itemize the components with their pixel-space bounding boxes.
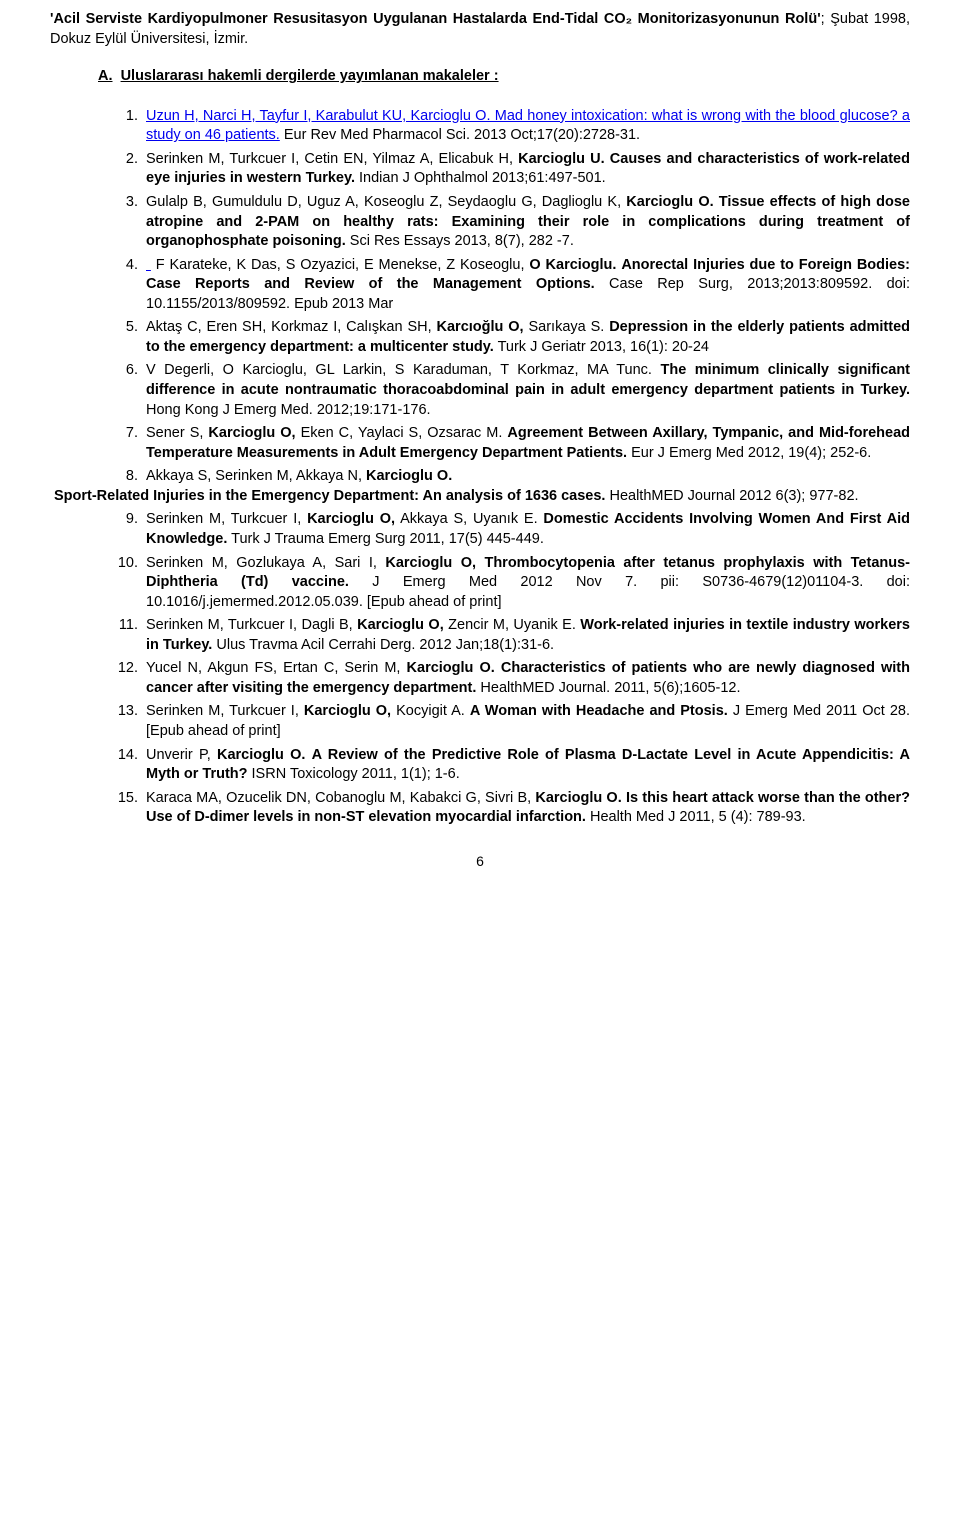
reference-author-bold: O Karcioglu. xyxy=(529,257,616,273)
reference-item: F Karateke, K Das, S Ozyazici, E Menekse… xyxy=(142,256,910,315)
section-heading-text: Uluslararası hakemli dergilerde yayımlan… xyxy=(121,68,499,84)
reference-item: Serinken M, Gozlukaya A, Sari I, Karciog… xyxy=(142,554,910,613)
reference-tail: Eur J Emerg Med 2012, 19(4); 252-6. xyxy=(627,445,871,461)
reference-item: Serinken M, Turkcuer I, Karcioglu O, Akk… xyxy=(142,510,910,549)
reference-tail: ISRN Toxicology 2011, 1(1); 1-6. xyxy=(248,766,460,782)
reference-title-bold: Sport-Related Injuries in the Emergency … xyxy=(54,488,605,504)
reference-item: Gulalp B, Gumuldulu D, Uguz A, Koseoglu … xyxy=(142,193,910,252)
reference-item: V Degerli, O Karcioglu, GL Larkin, S Kar… xyxy=(142,361,910,420)
reference-title-bold: A Woman with Headache and Ptosis. xyxy=(470,703,728,719)
thesis-title-bold: 'Acil Serviste Kardiyopulmoner Resusitas… xyxy=(50,11,821,27)
reference-authors: Gulalp B, Gumuldulu D, Uguz A, Koseoglu … xyxy=(146,194,626,210)
reference-tail: Eur Rev Med Pharmacol Sci. 2013 Oct;17(2… xyxy=(280,127,640,143)
reference-authors: V Degerli, O Karcioglu, GL Larkin, S Kar… xyxy=(146,362,660,378)
reference-item: Akkaya S, Serinken M, Akkaya N, Karciogl… xyxy=(142,467,910,506)
reference-authors: Yucel N, Akgun FS, Ertan C, Serin M, xyxy=(146,660,407,676)
reference-item: Serinken M, Turkcuer I, Cetin EN, Yilmaz… xyxy=(142,150,910,189)
reference-item: Uzun H, Narci H, Tayfur I, Karabulut KU,… xyxy=(142,107,910,146)
reference-tail: Turk J Trauma Emerg Surg 2011, 17(5) 445… xyxy=(227,531,543,547)
reference-tail: HealthMED Journal. 2011, 5(6);1605-12. xyxy=(476,680,740,696)
reference-item: Serinken M, Turkcuer I, Dagli B, Karciog… xyxy=(142,616,910,655)
thesis-title-block: 'Acil Serviste Kardiyopulmoner Resusitas… xyxy=(50,10,910,49)
reference-author-bold: Karcioglu U. xyxy=(518,151,605,167)
reference-author-bold: Karcioglu O, xyxy=(307,511,395,527)
reference-authors: Karaca MA, Ozucelik DN, Cobanoglu M, Kab… xyxy=(146,790,535,806)
page-number: 6 xyxy=(50,852,910,871)
document-page: 'Acil Serviste Kardiyopulmoner Resusitas… xyxy=(0,0,960,891)
reference-item: Yucel N, Akgun FS, Ertan C, Serin M, Kar… xyxy=(142,659,910,698)
reference-authors: Serinken M, Turkcuer I, xyxy=(146,703,304,719)
reference-author-bold: Karcioglu O. xyxy=(217,747,305,763)
reference-authors: Serinken M, Turkcuer I, Dagli B, xyxy=(146,617,357,633)
reference-item: Sener S, Karcioglu O, Eken C, Yaylaci S,… xyxy=(142,424,910,463)
reference-author-bold: Karcioglu O. xyxy=(535,790,621,806)
reference-authors: Aktaş C, Eren SH, Korkmaz I, Calışkan SH… xyxy=(146,319,437,335)
reference-author-bold: Karcioglu O, xyxy=(208,425,295,441)
reference-item: Serinken M, Turkcuer I, Karcioglu O, Koc… xyxy=(142,702,910,741)
reference-author-bold: Karcioglu O, xyxy=(304,703,391,719)
reference-authors: Sener S, xyxy=(146,425,208,441)
reference-tail: HealthMED Journal 2012 6(3); 977-82. xyxy=(605,488,858,504)
section-heading: A. Uluslararası hakemli dergilerde yayım… xyxy=(98,67,910,87)
reference-tail: Sci Res Essays 2013, 8(7), 282 -7. xyxy=(346,233,574,249)
reference-item: Karaca MA, Ozucelik DN, Cobanoglu M, Kab… xyxy=(142,789,910,828)
reference-tail: Health Med J 2011, 5 (4): 789-93. xyxy=(586,809,806,825)
reference-author-bold: Karcioglu O. xyxy=(407,660,495,676)
reference-author-bold: Karcioglu O, xyxy=(385,555,476,571)
reference-list: Uzun H, Narci H, Tayfur I, Karabulut KU,… xyxy=(50,107,910,828)
reference-authors: Serinken M, Gozlukaya A, Sari I, xyxy=(146,555,385,571)
reference-tail: Turk J Geriatr 2013, 16(1): 20-24 xyxy=(494,339,709,355)
reference-authors: Serinken M, Turkcuer I, xyxy=(146,511,307,527)
reference-author-bold: Karcioglu O. xyxy=(366,468,452,484)
reference-tail: Hong Kong J Emerg Med. 2012;19:171-176. xyxy=(146,402,431,418)
reference-authors: Akkaya S, Serinken M, Akkaya N, xyxy=(146,468,366,484)
reference-author-bold: Karcioglu O. xyxy=(626,194,713,210)
reference-authors: Unverir P, xyxy=(146,747,217,763)
reference-item: Unverir P, Karcioglu O. A Review of the … xyxy=(142,746,910,785)
reference-authors: Serinken M, Turkcuer I, Cetin EN, Yilmaz… xyxy=(146,151,518,167)
section-prefix: A. xyxy=(98,68,113,84)
reference-authors: F Karateke, K Das, S Ozyazici, E Menekse… xyxy=(151,257,529,273)
reference-tail: Indian J Ophthalmol 2013;61:497-501. xyxy=(355,170,606,186)
reference-author-bold: Karcıoğlu O, xyxy=(437,319,524,335)
reference-item: Aktaş C, Eren SH, Korkmaz I, Calışkan SH… xyxy=(142,318,910,357)
reference-author-bold: Karcioglu O, xyxy=(357,617,444,633)
reference-tail: Ulus Travma Acil Cerrahi Derg. 2012 Jan;… xyxy=(212,637,554,653)
